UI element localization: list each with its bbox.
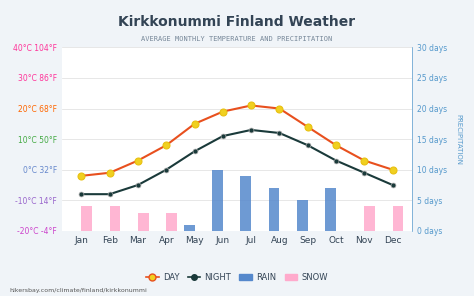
Bar (269, 188, 280, 231)
Y-axis label: PRECIPITATION: PRECIPITATION (456, 114, 461, 165)
Bar (325, 188, 336, 231)
Bar (82, 206, 92, 231)
Bar (212, 170, 223, 231)
Text: Kirkkonummi Finland Weather: Kirkkonummi Finland Weather (118, 15, 356, 29)
Bar (138, 213, 149, 231)
Text: AVERAGE MONTHLY TEMPERATURE AND PRECIPITATION: AVERAGE MONTHLY TEMPERATURE AND PRECIPIT… (141, 36, 333, 41)
Bar (365, 206, 375, 231)
Bar (184, 225, 194, 231)
Legend: DAY, NIGHT, RAIN, SNOW: DAY, NIGHT, RAIN, SNOW (143, 270, 331, 285)
Bar (297, 200, 308, 231)
Text: hikersbay.com/climate/finland/kirkkonummi: hikersbay.com/climate/finland/kirkkonumm… (9, 288, 147, 293)
Bar (240, 176, 251, 231)
Bar (392, 206, 403, 231)
Bar (166, 213, 177, 231)
Bar (109, 206, 120, 231)
Y-axis label: TEMPERATURE: TEMPERATURE (0, 114, 1, 164)
